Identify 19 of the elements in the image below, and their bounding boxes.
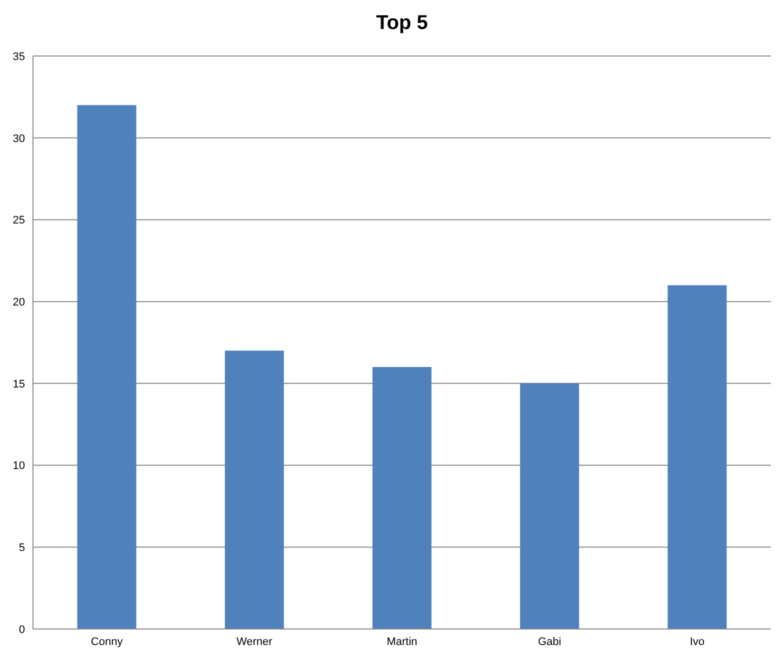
bar bbox=[224, 350, 284, 629]
chart-title: Top 5 bbox=[375, 12, 429, 35]
y-tick-label: 35 bbox=[12, 50, 25, 63]
y-tick-label: 15 bbox=[12, 378, 25, 390]
bar bbox=[372, 367, 432, 629]
x-tick-label: Ivo bbox=[690, 636, 705, 648]
x-tick-label: Werner bbox=[236, 636, 273, 648]
x-tick-label: Martin bbox=[386, 636, 418, 648]
y-tick-label: 20 bbox=[12, 296, 25, 308]
x-tick-label: Conny bbox=[90, 636, 124, 648]
x-tick-label: Gabi bbox=[538, 636, 562, 648]
bar bbox=[668, 285, 727, 629]
bar bbox=[77, 105, 136, 629]
bar bbox=[520, 383, 580, 629]
y-tick-label: 10 bbox=[12, 460, 25, 472]
y-tick-label: 5 bbox=[18, 542, 25, 554]
y-tick-label: 30 bbox=[12, 132, 25, 145]
y-tick-label: 0 bbox=[18, 624, 25, 636]
y-tick-label: 25 bbox=[12, 214, 25, 227]
